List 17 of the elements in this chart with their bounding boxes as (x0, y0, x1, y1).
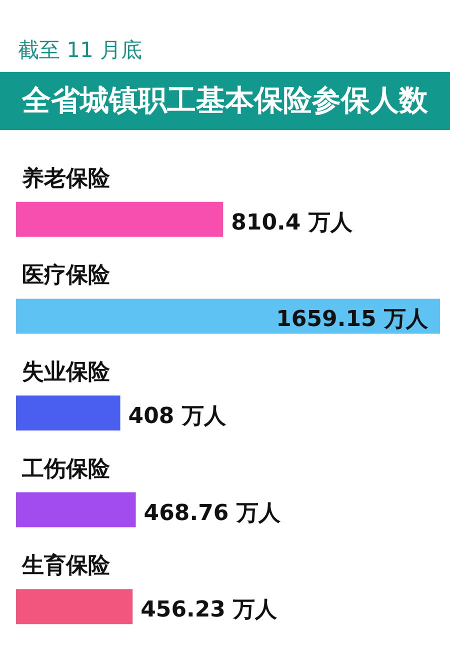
bar (16, 492, 136, 528)
y-tick-label: 工伤保险 (21, 456, 111, 482)
bar (16, 396, 120, 430)
data-label: 456.23 万人 (140, 598, 278, 623)
chart-subtitle: 截至 11 月底 (18, 38, 142, 62)
data-label: 408 万人 (128, 404, 227, 429)
data-label: 1659.15 万人 (276, 307, 429, 332)
bar (16, 298, 440, 334)
y-tick-label: 养老保险 (21, 165, 111, 192)
data-label: 810.4 万人 (231, 210, 354, 236)
data-label: 468.76 万人 (144, 500, 282, 526)
y-tick-label: 失业保险 (22, 360, 111, 385)
y-tick-label: 医疗保险 (22, 263, 111, 288)
chart-title: 全省城镇职工基本保险参保人数 (21, 83, 429, 117)
y-tick-label: 生育保险 (21, 552, 111, 579)
bar (16, 202, 224, 237)
bar (16, 589, 133, 624)
